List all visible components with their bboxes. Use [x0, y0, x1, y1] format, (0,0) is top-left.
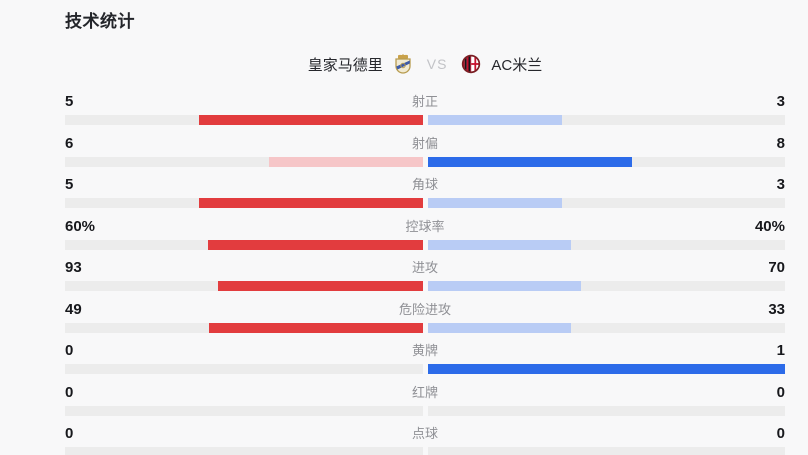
- home-value: 60%: [65, 217, 96, 235]
- stat-bars: [65, 447, 785, 455]
- vs-label: VS: [426, 56, 448, 72]
- away-value: 33: [768, 300, 785, 318]
- home-bar-track: [65, 447, 423, 455]
- real-madrid-crest-icon: [393, 54, 413, 74]
- home-value: 0: [65, 425, 74, 442]
- home-bar-fill: [269, 156, 423, 167]
- home-bar-track: [65, 156, 423, 167]
- away-value: 3: [776, 93, 785, 110]
- home-bar-fill: [218, 281, 423, 291]
- away-value: 0: [776, 383, 785, 401]
- home-bar-track: [65, 405, 423, 416]
- stat-row: 49 危险进攻 33: [65, 301, 785, 333]
- stat-row: 0 点球 0: [65, 425, 785, 455]
- home-bar-fill: [199, 198, 423, 208]
- away-value: 1: [776, 342, 785, 359]
- home-bar-fill: [208, 322, 423, 333]
- stat-row: 0 黄牌 1: [65, 342, 785, 374]
- team-header: 皇家马德里 VS: [65, 53, 785, 75]
- away-team-name: AC米兰: [491, 56, 543, 74]
- stat-label: 红牌: [411, 384, 439, 400]
- away-bar-fill: [427, 198, 562, 208]
- stat-bars: [65, 156, 785, 167]
- stat-label: 进攻: [411, 260, 439, 275]
- home-value: 49: [65, 300, 82, 318]
- stat-bars: [65, 281, 785, 291]
- stat-text-line: 93 进攻 70: [65, 259, 785, 277]
- stat-text-line: 0 红牌 0: [65, 384, 785, 402]
- stat-bars: [65, 364, 785, 374]
- home-bar-track: [65, 364, 423, 374]
- home-bar-fill: [208, 239, 423, 250]
- stat-bars: [65, 115, 785, 125]
- stat-label: 点球: [411, 426, 439, 441]
- away-bar-track: [427, 198, 785, 208]
- stat-bars: [65, 322, 785, 333]
- stat-text-line: 60% 控球率 40%: [65, 218, 785, 236]
- stat-label: 射偏: [411, 135, 439, 151]
- stat-label: 角球: [411, 177, 439, 192]
- away-value: 0: [776, 425, 785, 442]
- home-bar-track: [65, 198, 423, 208]
- home-value: 5: [65, 176, 74, 193]
- stat-label: 射正: [411, 94, 439, 109]
- away-bar-track: [427, 239, 785, 250]
- away-bar-track: [427, 322, 785, 333]
- stat-row: 5 射正 3: [65, 93, 785, 125]
- stat-row: 6 射偏 8: [65, 135, 785, 167]
- home-value: 5: [65, 93, 74, 110]
- stats-list: 5 射正 3 6 射偏 8 5: [65, 93, 785, 455]
- stat-text-line: 0 点球 0: [65, 425, 785, 443]
- away-bar-track: [427, 405, 785, 416]
- stat-text-line: 6 射偏 8: [65, 135, 785, 153]
- away-value: 3: [776, 176, 785, 193]
- stat-text-line: 5 射正 3: [65, 93, 785, 111]
- stat-text-line: 49 危险进攻 33: [65, 301, 785, 319]
- page-title: 技术统计: [65, 12, 135, 31]
- home-bar-fill: [199, 115, 423, 125]
- home-bar-track: [65, 281, 423, 291]
- stat-label: 控球率: [405, 218, 445, 234]
- stat-label: 黄牌: [411, 343, 439, 358]
- stat-row: 60% 控球率 40%: [65, 218, 785, 250]
- stat-label: 危险进攻: [398, 301, 452, 317]
- away-bar-track: [427, 115, 785, 125]
- away-bar-fill: [427, 364, 785, 374]
- stat-bars: [65, 198, 785, 208]
- away-bar-fill: [427, 322, 572, 333]
- home-value: 6: [65, 134, 74, 152]
- stat-text-line: 0 黄牌 1: [65, 342, 785, 360]
- away-value: 40%: [754, 217, 785, 235]
- home-value: 93: [65, 259, 82, 276]
- away-bar-fill: [427, 115, 562, 125]
- away-value: 8: [776, 134, 785, 152]
- away-bar-track: [427, 281, 785, 291]
- stat-row: 5 角球 3: [65, 176, 785, 208]
- away-bar-fill: [427, 239, 571, 250]
- stat-row: 0 红牌 0: [65, 384, 785, 416]
- home-value: 0: [65, 342, 74, 359]
- home-team-name: 皇家马德里: [307, 56, 383, 74]
- away-bar-track: [427, 364, 785, 374]
- away-bar-fill: [427, 156, 632, 167]
- stat-text-line: 5 角球 3: [65, 176, 785, 194]
- away-bar-track: [427, 156, 785, 167]
- home-bar-track: [65, 239, 423, 250]
- away-bar-track: [427, 447, 785, 455]
- stat-row: 93 进攻 70: [65, 259, 785, 291]
- away-value: 70: [768, 259, 785, 276]
- stat-bars: [65, 405, 785, 416]
- home-bar-track: [65, 322, 423, 333]
- away-bar-fill: [427, 281, 581, 291]
- ac-milan-crest-icon: [461, 54, 481, 74]
- stat-bars: [65, 239, 785, 250]
- home-bar-track: [65, 115, 423, 125]
- home-value: 0: [65, 383, 74, 401]
